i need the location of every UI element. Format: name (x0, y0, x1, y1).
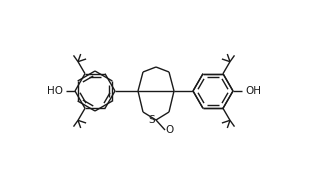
Text: OH: OH (245, 86, 261, 96)
Text: S: S (149, 115, 155, 125)
Text: HO: HO (47, 86, 63, 96)
Text: O: O (165, 125, 173, 135)
